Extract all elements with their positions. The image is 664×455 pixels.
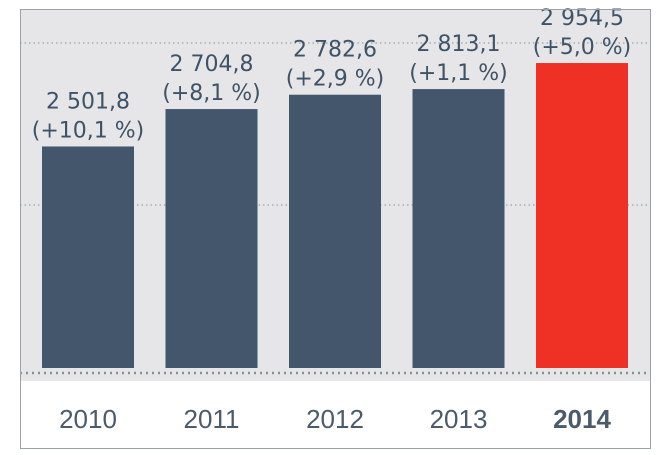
- tick-label-2010: 2010: [59, 404, 117, 434]
- bar-2012: [289, 94, 381, 368]
- value-label-2014: 2 954,5: [540, 6, 624, 31]
- data-labels: 2 501,8 (+10,1 %) 2 704,8 (+8,1 %) 2 782,6 (+…: [32, 6, 631, 143]
- bar-2010: [42, 146, 134, 368]
- change-label-2010: (+10,1 %): [32, 118, 144, 143]
- bars: [42, 63, 628, 369]
- change-label-2013: (+1,1 %): [409, 61, 507, 86]
- value-label-2012: 2 782,6: [293, 38, 377, 63]
- x-axis-ticks: 2010 2011 2012 2013 2014: [59, 404, 611, 434]
- change-label-2012: (+2,9 %): [286, 67, 384, 92]
- value-label-2011: 2 704,8: [170, 52, 254, 77]
- value-label-2010: 2 501,8: [46, 89, 130, 114]
- tick-label-2012: 2012: [306, 404, 364, 434]
- tick-label-2013: 2013: [430, 404, 488, 434]
- chart-frame: [20, 9, 651, 449]
- bar-2014: [536, 63, 628, 369]
- value-label-2013: 2 813,1: [417, 32, 501, 57]
- bar-2011: [165, 109, 258, 368]
- tick-label-2011: 2011: [184, 404, 240, 434]
- bar-2013: [412, 89, 505, 368]
- tick-label-2014: 2014: [553, 404, 611, 434]
- change-label-2011: (+8,1 %): [162, 81, 260, 106]
- change-label-2014: (+5,0 %): [533, 35, 631, 60]
